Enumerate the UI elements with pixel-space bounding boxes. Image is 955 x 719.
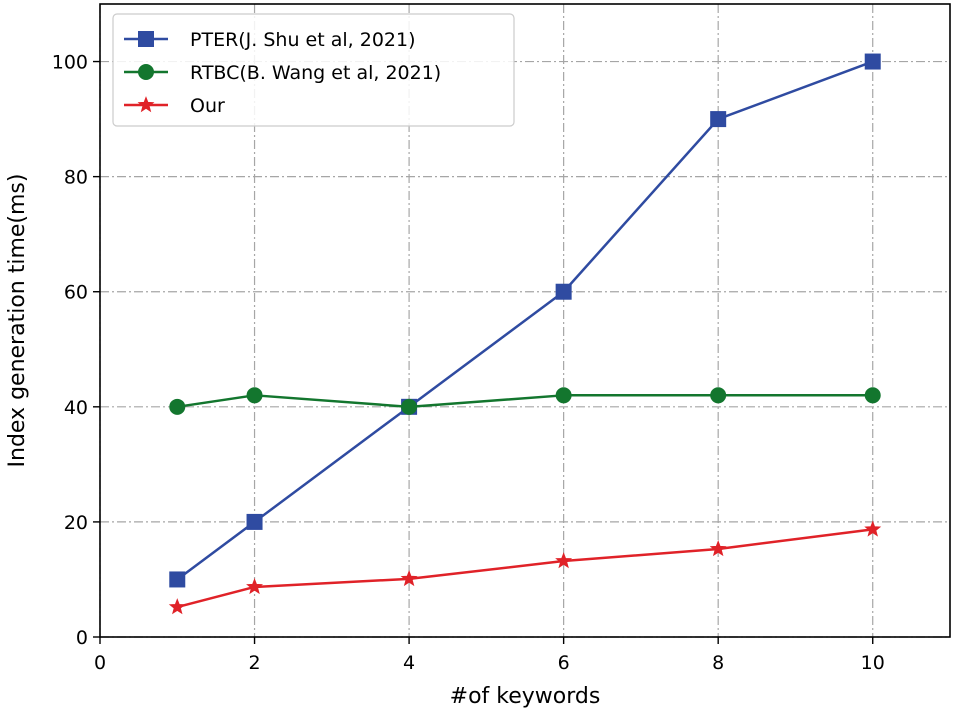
star-data-point: [555, 552, 573, 569]
y-tick-label: 0: [76, 627, 88, 649]
series-1: [169, 53, 881, 588]
star-data-point: [168, 598, 186, 615]
series-layer: [168, 53, 882, 615]
series-line: [177, 394, 873, 409]
series-line: [176, 60, 874, 581]
circle-data-point: [710, 387, 727, 404]
y-tick-label: 40: [64, 397, 88, 419]
x-tick-label: 8: [712, 652, 724, 674]
square-data-point: [555, 283, 572, 300]
legend-label: Our: [190, 95, 225, 117]
y-tick-label: 20: [64, 512, 88, 534]
star-data-point: [400, 569, 418, 587]
circle-data-point: [555, 387, 572, 404]
square-data-point: [246, 513, 263, 530]
square-data-point: [169, 571, 186, 588]
legend-label: PTER(J. Shu et al, 2021): [190, 29, 416, 51]
circle-data-point: [401, 398, 418, 415]
y-tick-label: 60: [64, 282, 88, 304]
series-2: [169, 387, 881, 415]
legend-entry: PTER(J. Shu et al, 2021): [124, 29, 416, 51]
legend-circle-marker: [138, 64, 154, 80]
x-tick-label: 2: [248, 652, 260, 674]
legend: PTER(J. Shu et al, 2021) RTBC(B. Wang et …: [112, 13, 515, 127]
x-axis-label: #of keywords: [450, 684, 601, 709]
x-tick-label: 0: [94, 652, 106, 674]
x-tick-label: 4: [403, 652, 415, 674]
star-data-point: [864, 520, 882, 537]
legend-entry: Our: [124, 95, 225, 117]
y-tick-label: 100: [52, 52, 88, 74]
legend-square-marker: [138, 31, 154, 47]
legend-box: [112, 13, 515, 127]
square-data-point: [710, 111, 727, 128]
series-line: [176, 528, 873, 609]
circle-data-point: [169, 398, 186, 415]
circle-data-point: [246, 387, 263, 404]
legend-star-marker: [137, 96, 155, 113]
star-data-point: [709, 540, 727, 557]
series-3: [168, 520, 882, 615]
circle-data-point: [864, 387, 881, 404]
x-tick-label: 10: [861, 652, 885, 674]
y-tick-label: 80: [64, 167, 88, 189]
y-axis-label: Index generation time(ms): [5, 174, 30, 468]
square-data-point: [864, 53, 881, 70]
x-tick-label: 6: [558, 652, 570, 674]
star-data-point: [246, 578, 264, 595]
legend-label: RTBC(B. Wang et al, 2021): [190, 62, 441, 84]
plot-frame: [99, 3, 951, 638]
legend-entry: RTBC(B. Wang et al, 2021): [124, 62, 441, 84]
